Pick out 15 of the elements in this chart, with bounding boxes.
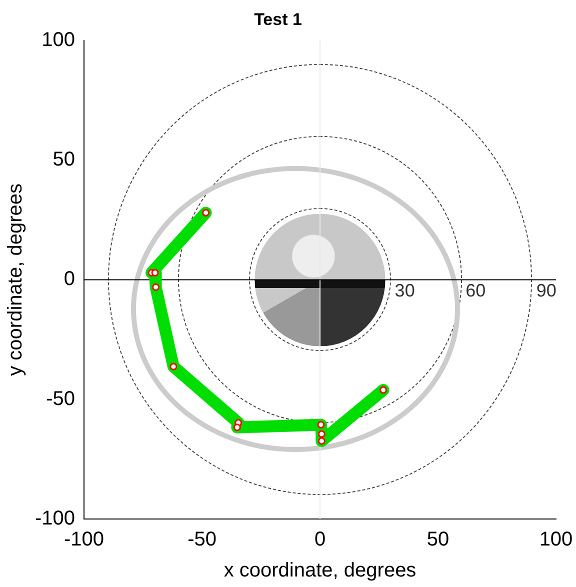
x-tick-label: 50 <box>426 528 450 551</box>
annotation: 90 <box>536 280 556 301</box>
y-tick-label: 0 <box>64 268 76 290</box>
y-tick-label: -100 <box>35 508 76 530</box>
annotation: 30 <box>394 280 415 301</box>
y-tick-label: 50 <box>52 148 76 171</box>
y-axis-title: y coordinate, degrees <box>4 184 27 376</box>
x-tick-label: 0 <box>314 528 326 551</box>
y-tick-label: 100 <box>42 28 76 51</box>
y-tick-label: -50 <box>46 388 76 410</box>
annotation: 60 <box>466 280 486 301</box>
x-axis-title: x coordinate, degrees <box>224 560 416 582</box>
x-tick-label: -50 <box>188 528 216 551</box>
chart-title: Test 1 <box>254 10 302 29</box>
x-tick-label: 100 <box>539 528 573 551</box>
